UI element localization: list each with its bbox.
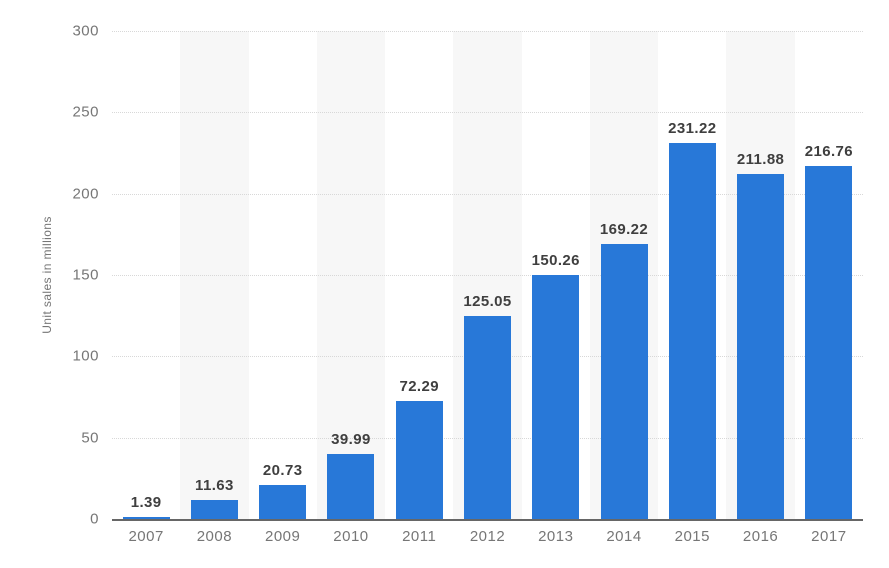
y-tick-label: 200 bbox=[72, 185, 99, 203]
bar-2011 bbox=[395, 401, 443, 519]
value-label: 1.39 bbox=[130, 493, 162, 511]
gridline bbox=[112, 193, 863, 195]
plot-area: 1.39 11.63 20.73 39.99 72.29 125.05 150.26 169.… bbox=[112, 31, 863, 521]
value-label: 231.22 bbox=[668, 119, 717, 137]
bar-2008 bbox=[190, 500, 238, 519]
x-axis-label: 2007 bbox=[128, 528, 164, 545]
x-axis-label: 2010 bbox=[333, 528, 369, 545]
bar-2017 bbox=[805, 166, 853, 519]
value-label: 39.99 bbox=[331, 430, 371, 448]
value-label: 150.26 bbox=[531, 251, 580, 269]
x-axis-label: 2014 bbox=[606, 528, 642, 545]
bar-2016 bbox=[737, 174, 785, 519]
x-axis-label: 2008 bbox=[196, 528, 233, 545]
y-tick-label: 300 bbox=[72, 22, 99, 40]
x-axis-label: 2016 bbox=[742, 528, 779, 545]
x-axis-label: 2015 bbox=[674, 528, 710, 545]
y-tick-label: 0 bbox=[90, 510, 99, 528]
bar-2009 bbox=[259, 485, 307, 519]
gridline bbox=[112, 31, 863, 32]
bar-2007 bbox=[122, 516, 170, 519]
value-label: 72.29 bbox=[399, 378, 439, 396]
y-tick-label: 50 bbox=[81, 429, 99, 447]
gridline bbox=[112, 112, 863, 114]
y-axis-tick-labels: 0 50 100 150 200 250 300 bbox=[0, 0, 99, 568]
value-label: 169.22 bbox=[599, 220, 649, 238]
bar-2010 bbox=[327, 453, 375, 519]
value-label: 211.88 bbox=[736, 151, 785, 169]
x-axis-label: 2009 bbox=[264, 528, 301, 545]
y-tick-label: 150 bbox=[72, 266, 99, 284]
x-axis-labels: 2007 2008 2009 2010 2011 2012 2013 2014 2015 2016… bbox=[112, 528, 863, 550]
value-label: 11.63 bbox=[195, 477, 234, 495]
y-tick-label: 100 bbox=[72, 347, 99, 365]
value-label: 20.73 bbox=[262, 462, 303, 480]
x-axis-label: 2012 bbox=[469, 528, 506, 545]
y-tick-label: 250 bbox=[72, 103, 99, 121]
x-axis-label: 2011 bbox=[402, 528, 437, 545]
bar-2015 bbox=[668, 142, 716, 519]
x-axis-label: 2013 bbox=[538, 528, 574, 545]
value-label: 125.05 bbox=[463, 292, 512, 310]
x-axis-label: 2017 bbox=[811, 528, 847, 545]
value-label: 216.76 bbox=[804, 143, 853, 161]
bar-2013 bbox=[532, 274, 580, 519]
bar-2012 bbox=[464, 315, 511, 519]
bar-2014 bbox=[600, 243, 648, 519]
gridline bbox=[112, 275, 863, 276]
